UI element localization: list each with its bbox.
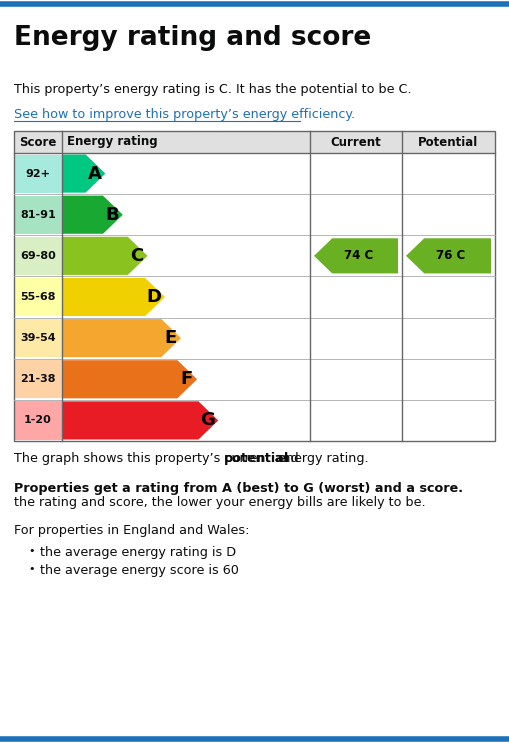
Text: G: G <box>200 412 215 429</box>
Polygon shape <box>62 155 105 192</box>
Text: Score: Score <box>19 135 56 149</box>
Bar <box>14 319 62 357</box>
Polygon shape <box>62 237 148 275</box>
Text: the average energy rating is D: the average energy rating is D <box>40 546 236 559</box>
Text: Potential: Potential <box>418 135 478 149</box>
Text: The graph shows this property’s current and: The graph shows this property’s current … <box>14 452 303 465</box>
Text: E: E <box>164 329 176 347</box>
Text: •: • <box>28 564 35 574</box>
Text: B: B <box>105 206 119 224</box>
Bar <box>14 155 62 192</box>
Bar <box>14 237 62 275</box>
Polygon shape <box>62 360 197 398</box>
Bar <box>14 131 495 441</box>
Bar <box>14 131 495 153</box>
Text: the average energy score is 60: the average energy score is 60 <box>40 564 239 577</box>
Text: A: A <box>88 164 101 183</box>
Text: Energy rating: Energy rating <box>67 135 158 149</box>
Bar <box>14 278 62 316</box>
Text: Properties get a rating from A (best) to G (worst) and a score.: Properties get a rating from A (best) to… <box>14 482 463 495</box>
Text: F: F <box>180 370 192 389</box>
Text: See how to improve this property’s energy efficiency.: See how to improve this property’s energ… <box>14 108 355 121</box>
Text: 55-68: 55-68 <box>20 292 56 302</box>
Text: potential: potential <box>224 452 290 465</box>
Text: C: C <box>130 247 144 265</box>
Text: 39-54: 39-54 <box>20 333 56 343</box>
Text: Current: Current <box>331 135 381 149</box>
Bar <box>14 360 62 398</box>
Text: the rating and score, the lower your energy bills are likely to be.: the rating and score, the lower your ene… <box>14 496 426 509</box>
Text: 92+: 92+ <box>25 169 50 178</box>
Text: •: • <box>28 546 35 556</box>
Text: 81-91: 81-91 <box>20 210 56 220</box>
Polygon shape <box>62 278 165 316</box>
Text: 76 C: 76 C <box>436 250 465 262</box>
Text: D: D <box>147 288 161 306</box>
Polygon shape <box>62 319 181 357</box>
Bar <box>14 401 62 440</box>
Text: This property’s energy rating is C. It has the potential to be C.: This property’s energy rating is C. It h… <box>14 83 412 96</box>
Polygon shape <box>406 239 491 273</box>
Text: 74 C: 74 C <box>344 250 373 262</box>
Polygon shape <box>62 195 123 234</box>
Polygon shape <box>62 401 218 440</box>
Text: 69-80: 69-80 <box>20 251 56 261</box>
Text: 1-20: 1-20 <box>24 415 52 426</box>
Text: Energy rating and score: Energy rating and score <box>14 25 371 51</box>
Polygon shape <box>314 239 398 273</box>
Bar <box>14 195 62 234</box>
Text: For properties in England and Wales:: For properties in England and Wales: <box>14 524 249 537</box>
Text: 21-38: 21-38 <box>20 374 56 384</box>
Text: energy rating.: energy rating. <box>274 452 369 465</box>
